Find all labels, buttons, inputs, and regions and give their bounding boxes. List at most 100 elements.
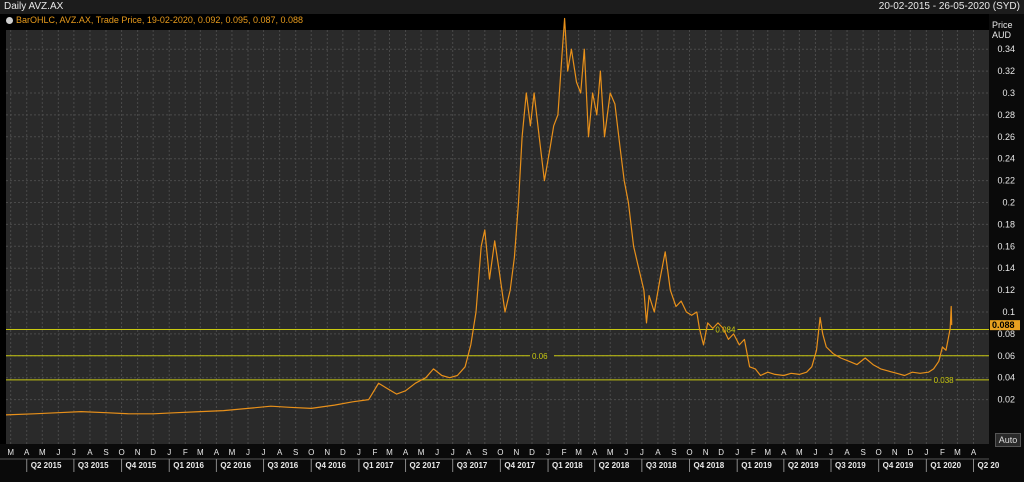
quarter-label: Q1 2019 [741, 461, 772, 470]
month-tick-label: A [844, 448, 850, 457]
support-label-bg [931, 374, 956, 385]
month-tick-label: M [386, 448, 393, 457]
month-tick-label: M [607, 448, 614, 457]
y-tick-label: 0.08 [997, 329, 1015, 339]
y-tick-label: 0.02 [997, 395, 1015, 405]
y-tick-label: 0.18 [997, 219, 1015, 229]
month-tick-label: J [624, 448, 628, 457]
month-tick-label: A [24, 448, 30, 457]
month-tick-label: M [954, 448, 961, 457]
quarter-label: Q2 2019 [788, 461, 819, 470]
month-tick-label: N [324, 448, 330, 457]
month-tick-label: N [703, 448, 709, 457]
quarter-label: Q4 2016 [315, 461, 346, 470]
quarter-label: Q1 2017 [363, 461, 394, 470]
month-tick-label: J [451, 448, 455, 457]
month-tick-label: A [87, 448, 93, 457]
month-tick-label: M [575, 448, 582, 457]
month-tick-label: N [892, 448, 898, 457]
month-tick-label: D [340, 448, 346, 457]
current-price-badge [990, 320, 1020, 331]
month-tick-label: J [735, 448, 739, 457]
support-label-bg [529, 350, 554, 361]
quarter-label: Q2 2018 [599, 461, 630, 470]
month-tick-label: A [466, 448, 472, 457]
legend-bullet-icon [6, 17, 13, 24]
y-tick-label: 0.1 [1002, 307, 1015, 317]
month-tick-label: J [167, 448, 171, 457]
series-legend[interactable]: BarOHLC, AVZ.AX, Trade Price, 19-02-2020… [6, 15, 303, 25]
month-tick-label: A [214, 448, 220, 457]
quarter-label: Q3 2016 [268, 461, 299, 470]
month-tick-label: M [796, 448, 803, 457]
y-tick-label: 0.3 [1002, 88, 1015, 98]
month-tick-label: D [718, 448, 724, 457]
y-tick-label: 0.12 [997, 285, 1015, 295]
month-tick-label: J [829, 448, 833, 457]
quarter-label: Q3 2019 [835, 461, 866, 470]
time-axis-panel [0, 444, 989, 482]
month-tick-label: M [764, 448, 771, 457]
auto-scale-button[interactable]: Auto [995, 433, 1021, 447]
price-series-line [5, 17, 953, 416]
y-tick-label: 0.34 [997, 44, 1015, 54]
price-axis-panel [989, 14, 1024, 482]
month-tick-label: A [403, 448, 409, 457]
quarter-label: Q4 2015 [126, 461, 157, 470]
month-tick-label: M [229, 448, 236, 457]
y-tick-label: 0.26 [997, 132, 1015, 142]
month-tick-label: F [562, 448, 567, 457]
month-tick-label: J [72, 448, 76, 457]
month-tick-label: S [293, 448, 298, 457]
month-tick-label: A [592, 448, 598, 457]
month-tick-label: D [150, 448, 156, 457]
y-tick-label: 0.16 [997, 241, 1015, 251]
month-tick-label: F [373, 448, 378, 457]
month-tick-label: J [357, 448, 361, 457]
y-tick-label: 0.14 [997, 263, 1015, 273]
month-tick-label: J [924, 448, 928, 457]
support-line-label: 0.084 [715, 326, 736, 335]
month-tick-label: O [308, 448, 314, 457]
support-line-label: 0.06 [532, 352, 548, 361]
price-axis-title: Price AUD [992, 20, 1013, 40]
chart-header: Daily AVZ.AX 20-02-2015 - 26-05-2020 (SY… [0, 0, 1024, 14]
quarter-label: Q1 2020 [930, 461, 961, 470]
quarter-label: Q3 2017 [457, 461, 488, 470]
month-tick-label: J [435, 448, 439, 457]
quarter-label: Q1 2018 [552, 461, 583, 470]
month-tick-label: F [183, 448, 188, 457]
month-tick-label: J [56, 448, 60, 457]
month-tick-label: S [103, 448, 108, 457]
y-tick-label: 0.28 [997, 110, 1015, 120]
month-tick-label: S [860, 448, 865, 457]
y-tick-label: 0.2 [1002, 198, 1015, 208]
month-tick-label: O [686, 448, 692, 457]
current-price-label: 0.088 [992, 320, 1015, 330]
y-tick-label: 0.32 [997, 66, 1015, 76]
month-tick-label: F [751, 448, 756, 457]
quarter-label: Q2 2016 [220, 461, 251, 470]
month-tick-label: O [118, 448, 124, 457]
month-tick-label: A [655, 448, 661, 457]
month-tick-label: J [262, 448, 266, 457]
month-tick-label: M [197, 448, 204, 457]
month-tick-label: J [546, 448, 550, 457]
quarter-label: Q2 20 [977, 461, 999, 470]
month-tick-label: S [482, 448, 487, 457]
y-tick-label: 0.24 [997, 154, 1015, 164]
support-line-label: 0.038 [934, 376, 955, 385]
month-tick-label: D [907, 448, 913, 457]
month-tick-label: S [671, 448, 676, 457]
quarter-label: Q4 2019 [883, 461, 914, 470]
month-tick-label: F [940, 448, 945, 457]
month-tick-label: A [971, 448, 977, 457]
quarter-label: Q3 2015 [78, 461, 109, 470]
month-tick-label: M [39, 448, 46, 457]
month-tick-label: N [514, 448, 520, 457]
month-tick-label: J [640, 448, 644, 457]
legend-text: BarOHLC, AVZ.AX, Trade Price, 19-02-2020… [16, 15, 304, 25]
support-label-bg [713, 324, 738, 335]
